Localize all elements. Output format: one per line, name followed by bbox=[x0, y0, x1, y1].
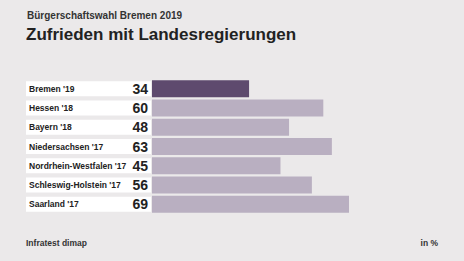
svg-text:Zufrieden mit Landesregierunge: Zufrieden mit Landesregierungen bbox=[26, 25, 296, 44]
svg-text:Hessen '18: Hessen '18 bbox=[29, 103, 73, 113]
svg-text:Niedersachsen '17: Niedersachsen '17 bbox=[29, 142, 104, 152]
svg-text:Infratest dimap: Infratest dimap bbox=[26, 238, 87, 248]
svg-text:Bremen '19: Bremen '19 bbox=[29, 84, 75, 94]
svg-text:48: 48 bbox=[132, 119, 148, 135]
svg-text:Nordrhein-Westfalen '17: Nordrhein-Westfalen '17 bbox=[29, 161, 127, 171]
svg-text:Bayern '18: Bayern '18 bbox=[29, 122, 72, 132]
svg-text:69: 69 bbox=[132, 196, 148, 212]
svg-text:Saarland '17: Saarland '17 bbox=[29, 199, 79, 209]
svg-text:Schleswig-Holstein '17: Schleswig-Holstein '17 bbox=[29, 180, 121, 190]
svg-text:60: 60 bbox=[132, 100, 148, 116]
svg-text:63: 63 bbox=[132, 139, 148, 155]
svg-text:45: 45 bbox=[132, 158, 148, 174]
svg-text:34: 34 bbox=[132, 81, 148, 97]
svg-text:in %: in % bbox=[421, 238, 439, 248]
svg-text:Bürgerschaftswahl Bremen 2019: Bürgerschaftswahl Bremen 2019 bbox=[27, 10, 183, 21]
svg-text:56: 56 bbox=[132, 177, 148, 193]
